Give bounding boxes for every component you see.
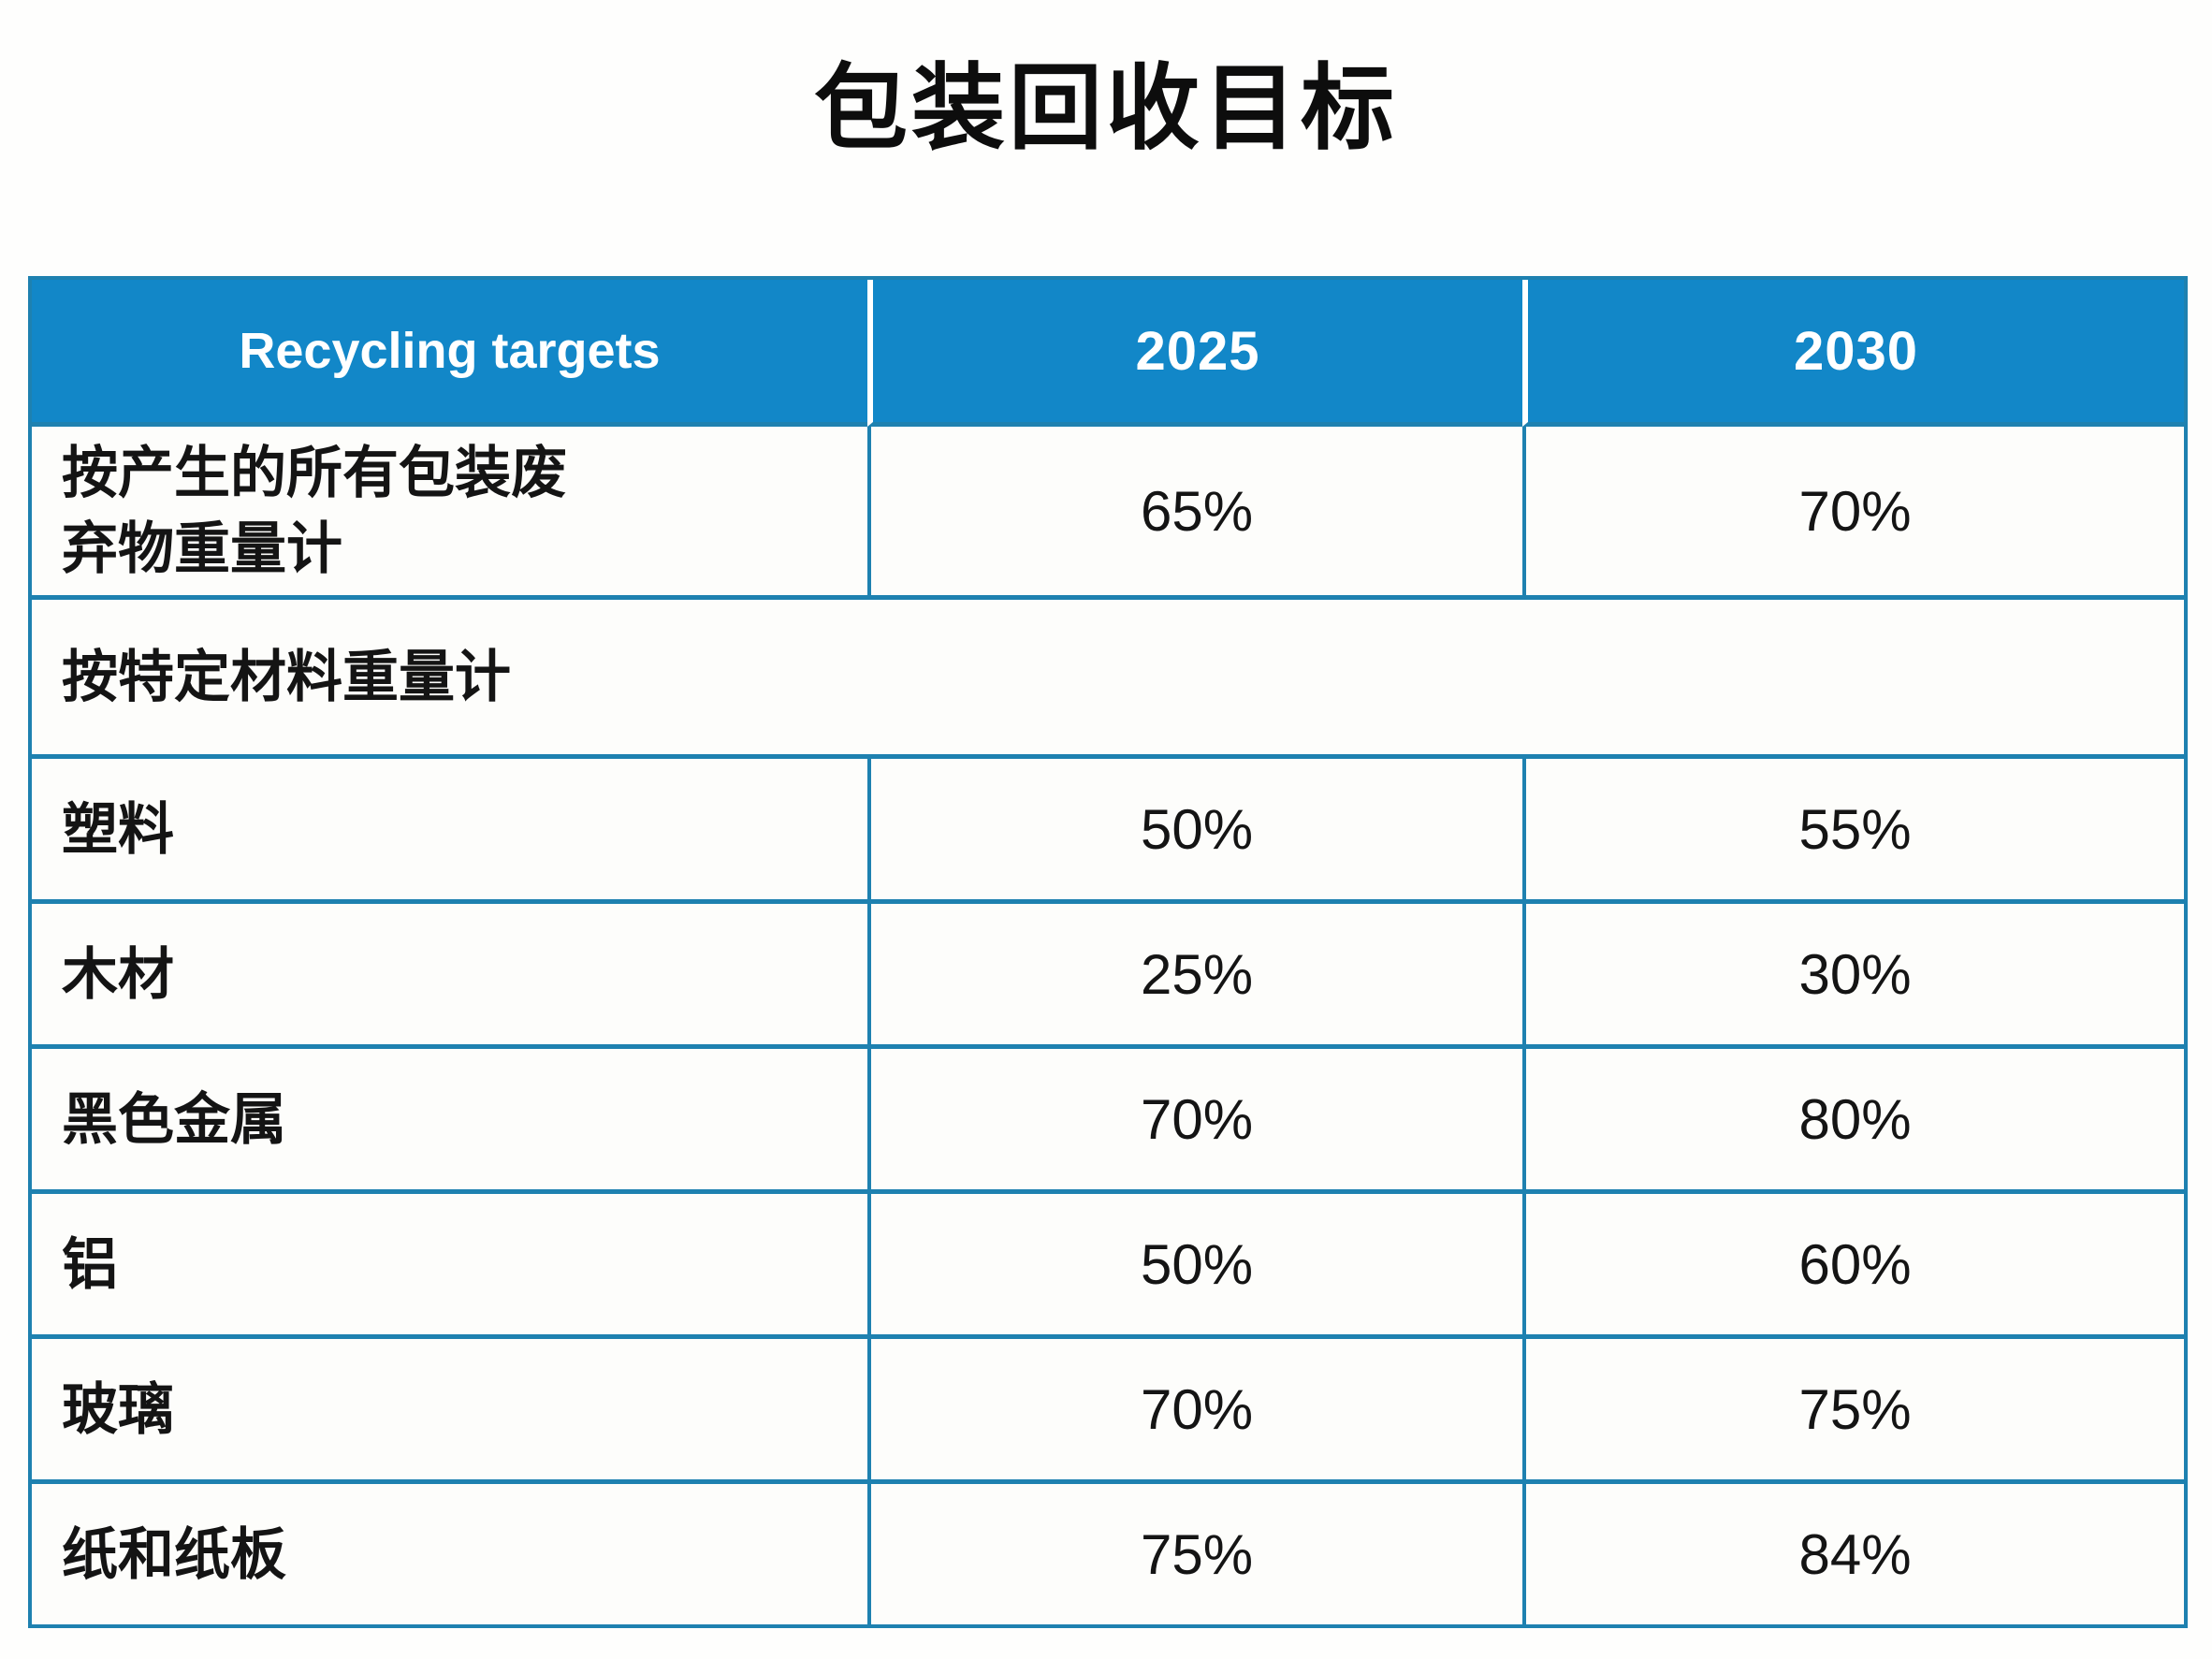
row-label: 塑料 [32,759,867,904]
table-row-plastic: 塑料 50% 55% [32,759,2184,904]
column-header-2030: 2030 [1522,280,2184,427]
table-row-aluminium: 铝 50% 60% [32,1194,2184,1339]
value-2030: 80% [1522,1049,2184,1194]
row-label: 按产生的所有包装废 弃物重量计 [32,427,867,600]
row-label: 玻璃 [32,1339,867,1484]
table-section-row-by-material: 按特定材料重量计 [32,600,2184,759]
page-title: 包装回收目标 [814,56,1398,161]
value-2025: 50% [867,759,1522,904]
value-2025: 50% [867,1194,1522,1339]
table-row-glass: 玻璃 70% 75% [32,1339,2184,1484]
value-2030: 30% [1522,904,2184,1049]
row-label: 木材 [32,904,867,1049]
recycling-targets-table: Recycling targets 2025 2030 按产生的所有包装废 弃物… [28,276,2188,1628]
column-header-2025: 2025 [867,280,1522,427]
table-row-paper-cardboard: 纸和纸板 75% 84% [32,1484,2184,1624]
value-2030: 60% [1522,1194,2184,1339]
row-label: 黑色金属 [32,1049,867,1194]
value-2030: 84% [1522,1484,2184,1624]
value-2025: 25% [867,904,1522,1049]
value-2025: 70% [867,1339,1522,1484]
row-label: 铝 [32,1194,867,1339]
row-label: 纸和纸板 [32,1484,867,1624]
value-2025: 65% [867,427,1522,600]
value-2025: 75% [867,1484,1522,1624]
column-header-recycling-targets: Recycling targets [32,280,867,427]
value-2030: 75% [1522,1339,2184,1484]
value-2030: 70% [1522,427,2184,600]
table-row-ferrous-metals: 黑色金属 70% 80% [32,1049,2184,1194]
table-row-wood: 木材 25% 30% [32,904,2184,1049]
section-label: 按特定材料重量计 [32,600,2184,759]
table-header-row: Recycling targets 2025 2030 [32,280,2184,427]
value-2025: 70% [867,1049,1522,1194]
value-2030: 55% [1522,759,2184,904]
table-row-all-packaging-waste: 按产生的所有包装废 弃物重量计 65% 70% [32,427,2184,600]
